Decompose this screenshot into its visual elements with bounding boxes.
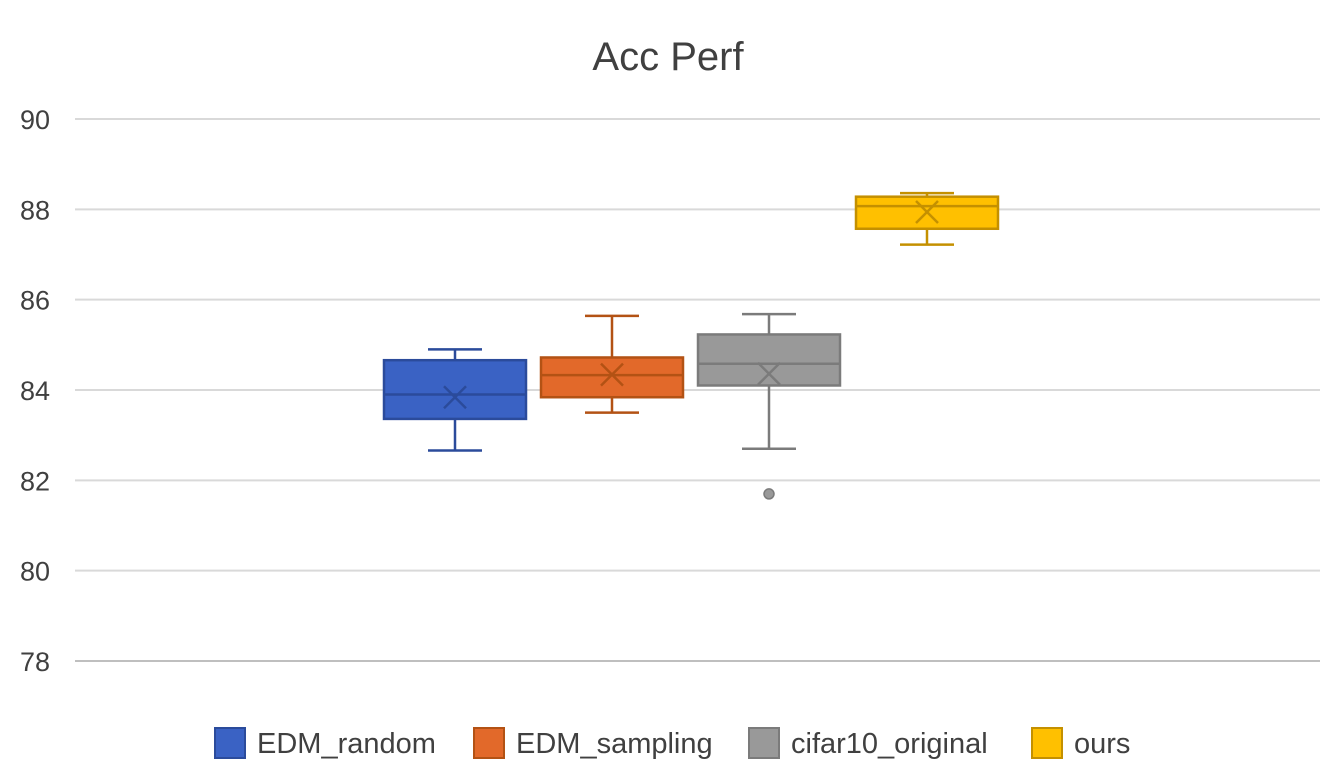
box-ours — [854, 191, 1000, 246]
y-tick-label: 90 — [20, 105, 50, 135]
outlier-point — [763, 488, 775, 500]
y-tick-label: 82 — [20, 466, 50, 496]
box-EDM_random — [382, 348, 528, 452]
legend-label-cifar10_original: cifar10_original — [791, 728, 988, 760]
y-tick-label: 80 — [20, 557, 50, 587]
chart-title: Acc Perf — [592, 35, 744, 79]
mean-marker — [915, 200, 939, 224]
legend-swatch-EDM_random — [214, 727, 246, 759]
iqr-box — [382, 358, 528, 421]
legend-label-ours: ours — [1074, 728, 1130, 760]
legend-swatch-ours — [1031, 727, 1063, 759]
legend-label-EDM_random: EDM_random — [257, 728, 436, 760]
mean-marker — [757, 361, 781, 386]
mean-marker — [443, 385, 467, 410]
legend: EDM_random EDM_sampling cifar10_original ou… — [214, 727, 1130, 760]
iqr-box — [696, 333, 842, 387]
box-series — [382, 191, 1000, 500]
legend-swatch-cifar10_original — [748, 727, 780, 759]
gridlines — [75, 118, 1320, 662]
y-tick-label: 84 — [20, 376, 50, 406]
y-tick-label: 78 — [20, 647, 50, 677]
box-cifar10_original — [696, 312, 842, 500]
legend-swatch-EDM_sampling — [473, 727, 505, 759]
mean-marker — [600, 362, 624, 387]
iqr-box — [539, 356, 685, 399]
y-axis-ticks: 78 80 82 84 86 88 90 — [20, 105, 50, 677]
y-tick-label: 88 — [20, 195, 50, 225]
box-EDM_sampling — [539, 314, 685, 414]
y-tick-label: 86 — [20, 286, 50, 316]
legend-label-EDM_sampling: EDM_sampling — [516, 728, 713, 760]
